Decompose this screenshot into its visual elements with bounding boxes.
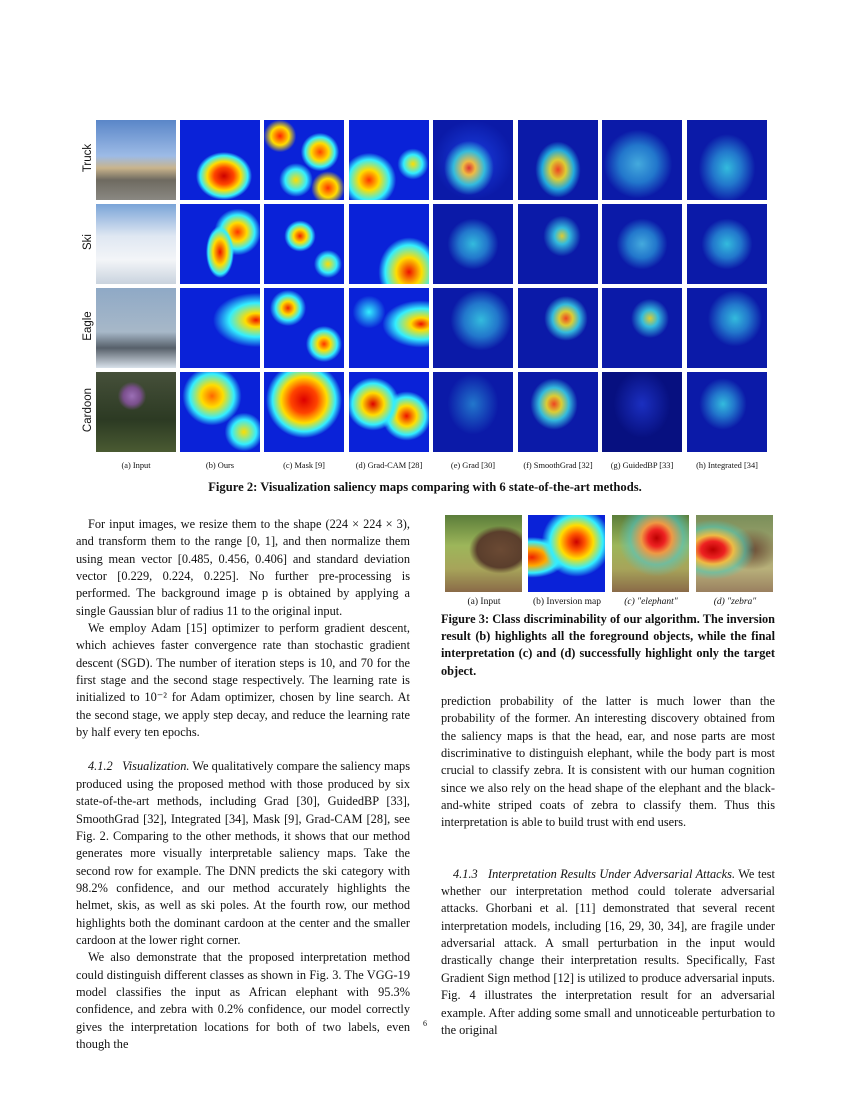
column-label-guidedbp: (g) GuidedBP [33] (610, 461, 674, 470)
column-label-gradcam: (d) Grad-CAM [28] (355, 461, 423, 470)
column-label-grad: (e) Grad [30] (450, 461, 496, 470)
saliency-ours-truck (180, 120, 260, 200)
saliency-gradcam-truck (349, 120, 429, 200)
saliency-grad-ski (433, 204, 513, 284)
saliency-guidedbp-truck (602, 120, 682, 200)
saliency-grad-truck (433, 120, 513, 200)
column-label-input: (a) Input (121, 461, 151, 470)
column-label-integrated: (h) Integrated [34] (696, 461, 758, 470)
saliency-guidedbp-ski (602, 204, 682, 284)
row-label-ski: Ski (82, 234, 94, 250)
paragraph-optimizer: We employ Adam [15] optimizer to perform… (76, 621, 410, 740)
saliency-gradcam-ski (349, 204, 429, 284)
section-title: Interpretation Results Under Adversarial… (488, 866, 736, 881)
section-number: 4.1.3 (453, 866, 478, 881)
column-label-mask: (c) Mask [9] (283, 461, 325, 470)
section-text: We qualitatively compare the saliency ma… (76, 759, 410, 947)
saliency-gradcam-eagle (349, 288, 429, 368)
right-column: prediction probability of the latter is … (441, 693, 775, 1039)
figure3-label-zebra: (d) "zebra" (713, 597, 757, 607)
row-label-truck: Truck (82, 143, 94, 173)
column-label-smoothgrad: (f) SmoothGrad [32] (523, 461, 593, 470)
saliency-integrated-cardoon (687, 372, 767, 452)
saliency-smoothgrad-truck (518, 120, 598, 200)
section-text: We test whether our interpretation metho… (441, 866, 775, 1037)
saliency-integrated-eagle (687, 288, 767, 368)
saliency-smoothgrad-cardoon (518, 372, 598, 452)
figure3-label-inversion: (b) Inversion map (532, 597, 602, 607)
section-title: Visualization. (122, 759, 190, 774)
saliency-smoothgrad-eagle (518, 288, 598, 368)
saliency-mask-cardoon (264, 372, 344, 452)
row-label-eagle: Eagle (82, 311, 94, 341)
saliency-integrated-ski (687, 204, 767, 284)
saliency-mask-eagle (264, 288, 344, 368)
figure3-label-input: (a) Input (467, 597, 501, 607)
row-label-cardoon: Cardoon (82, 387, 94, 433)
saliency-mask-ski (264, 204, 344, 284)
figure3-input-image (445, 515, 522, 592)
input-image-cardoon (96, 372, 176, 452)
saliency-guidedbp-cardoon (602, 372, 682, 452)
input-image-truck (96, 120, 176, 200)
paragraph-preprocessing: For input images, we resize them to the … (76, 517, 410, 618)
paragraph-class-discrimination: We also demonstrate that the proposed in… (76, 950, 410, 1051)
figure3-elephant-map (612, 515, 689, 592)
saliency-ours-eagle (180, 288, 260, 368)
figure-2-caption: Figure 2: Visualization saliency maps co… (208, 480, 642, 494)
saliency-mask-truck (264, 120, 344, 200)
figure3-inversion-map (528, 515, 605, 592)
section-4-1-3: 4.1.3 Interpretation Results Under Adver… (441, 866, 775, 1039)
page-number: 6 (423, 1019, 427, 1028)
saliency-guidedbp-eagle (602, 288, 682, 368)
paragraph-discovery: prediction probability of the latter is … (441, 694, 775, 830)
saliency-grad-cardoon (433, 372, 513, 452)
saliency-integrated-truck (687, 120, 767, 200)
left-column: For input images, we resize them to the … (76, 516, 410, 1053)
section-4-1-2: 4.1.2 Visualization. We qualitatively co… (76, 758, 410, 949)
saliency-gradcam-cardoon (349, 372, 429, 452)
figure3-label-elephant: (c) "elephant" (624, 597, 678, 607)
saliency-grad-eagle (433, 288, 513, 368)
saliency-smoothgrad-ski (518, 204, 598, 284)
saliency-ours-cardoon (180, 372, 260, 452)
figure3-zebra-map (696, 515, 773, 592)
column-label-ours: (b) Ours (205, 461, 235, 470)
section-number: 4.1.2 (88, 759, 113, 774)
input-image-ski (96, 204, 176, 284)
figure-3-caption: Figure 3: Class discriminability of our … (441, 612, 775, 678)
saliency-ours-ski (180, 204, 260, 284)
input-image-eagle (96, 288, 176, 368)
